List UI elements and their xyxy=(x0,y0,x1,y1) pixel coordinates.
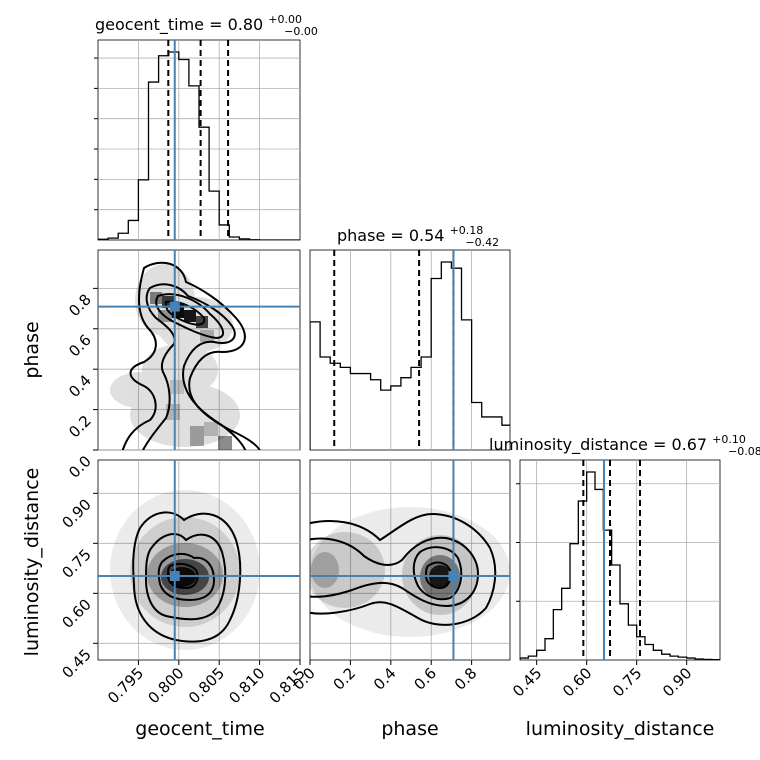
panel-2d-phase-vs-geocent-time: 0.0 0.2 0.4 0.6 0.8 xyxy=(65,249,301,482)
x-tick-label: 0.4 xyxy=(370,664,400,694)
y-axis-label-luminosity-distance: luminosity_distance xyxy=(21,468,43,657)
x-tick-label: 0.805 xyxy=(185,664,228,707)
panel-hist-phase: phase = 0.54 +0.18 −0.42 xyxy=(309,219,511,451)
injection-marker xyxy=(169,301,180,312)
panel-frame xyxy=(519,459,721,661)
y-axis-label-phase: phase xyxy=(21,321,43,378)
panel-frame xyxy=(97,39,301,241)
grid xyxy=(310,460,510,660)
density-marks xyxy=(110,261,261,450)
title-geocent-time: geocent_time = 0.80 +0.00 −0.00 xyxy=(95,8,318,38)
x-axis-label-geocent-time: geocent_time xyxy=(135,718,264,740)
y-tick-label: 0.75 xyxy=(58,545,94,581)
x-axis-label-luminosity-distance: luminosity_distance xyxy=(526,718,715,740)
y-tick-label: 0.90 xyxy=(58,495,94,531)
x-tick-label: 0.795 xyxy=(104,664,147,707)
injection-marker xyxy=(448,571,459,581)
panel-hist-luminosity-distance: luminosity_distance = 0.67 +0.10 −0.08 xyxy=(489,428,760,661)
x-tick-label: 0.8 xyxy=(451,664,481,694)
panel-frame xyxy=(309,249,511,451)
panel-hist-luminosity-distance-xaxis: 0.45 0.60 0.75 0.90 xyxy=(509,660,695,700)
y-tick-label: 0.45 xyxy=(58,645,94,681)
x-ticks: 0.45 0.60 0.75 0.90 xyxy=(509,660,695,700)
y-tick-label: 0.0 xyxy=(65,452,95,482)
x-axis-label-phase: phase xyxy=(381,718,438,740)
sample-cloud xyxy=(110,264,240,447)
histogram-step xyxy=(520,471,720,660)
x-tick-label: 0.6 xyxy=(410,664,440,694)
histogram-step xyxy=(98,51,300,240)
contours xyxy=(310,512,497,626)
histogram-marks xyxy=(98,40,300,240)
title-phase: phase = 0.54 +0.18 −0.42 xyxy=(337,219,499,249)
panel-2d-luminosity-distance-vs-geocent-time: 0.45 0.60 0.75 0.90 0.7950.8000.8050.8100.8… xyxy=(58,459,309,707)
panel-hist-geocent-time: geocent_time = 0.80 +0.00 −0.00 xyxy=(94,8,318,241)
x-ticks: 0.0 0.2 0.4 0.6 0.8 xyxy=(289,660,480,694)
contours xyxy=(132,511,242,643)
x-tick-label: 0.800 xyxy=(145,664,188,707)
injection-markers xyxy=(310,460,510,660)
y-ticks xyxy=(94,57,98,211)
title-luminosity-distance: luminosity_distance = 0.67 +0.10 −0.08 xyxy=(489,428,760,458)
density-marks xyxy=(110,490,260,650)
y-tick-label: 0.2 xyxy=(65,412,95,442)
injection-marker xyxy=(169,571,180,581)
panel-2d-luminosity-distance-vs-phase: 0.0 0.2 0.4 0.6 0.8 xyxy=(289,459,511,694)
injection-markers xyxy=(98,250,300,450)
y-ticks: 0.0 0.2 0.4 0.6 0.8 xyxy=(65,287,98,482)
y-ticks xyxy=(516,483,520,602)
x-tick-label: 0.90 xyxy=(659,664,695,700)
y-tick-label: 0.60 xyxy=(58,595,94,631)
x-tick-label: 0.75 xyxy=(609,664,645,700)
y-tick-label: 0.8 xyxy=(65,290,95,320)
panel-frame xyxy=(97,249,301,451)
x-tick-label: 0.60 xyxy=(559,664,595,700)
x-tick-label: 0.45 xyxy=(509,664,545,700)
y-ticks: 0.45 0.60 0.75 0.90 xyxy=(58,492,98,682)
histogram-marks xyxy=(520,460,720,660)
histogram-step xyxy=(310,261,510,450)
injection-markers xyxy=(98,460,300,660)
density-marks xyxy=(310,507,510,637)
x-tick-label: 0.810 xyxy=(225,664,268,707)
sample-cloud xyxy=(310,507,510,637)
y-tick-label: 0.4 xyxy=(65,371,95,401)
y-tick-label: 0.6 xyxy=(65,331,95,361)
x-tick-label: 0.2 xyxy=(330,664,360,694)
